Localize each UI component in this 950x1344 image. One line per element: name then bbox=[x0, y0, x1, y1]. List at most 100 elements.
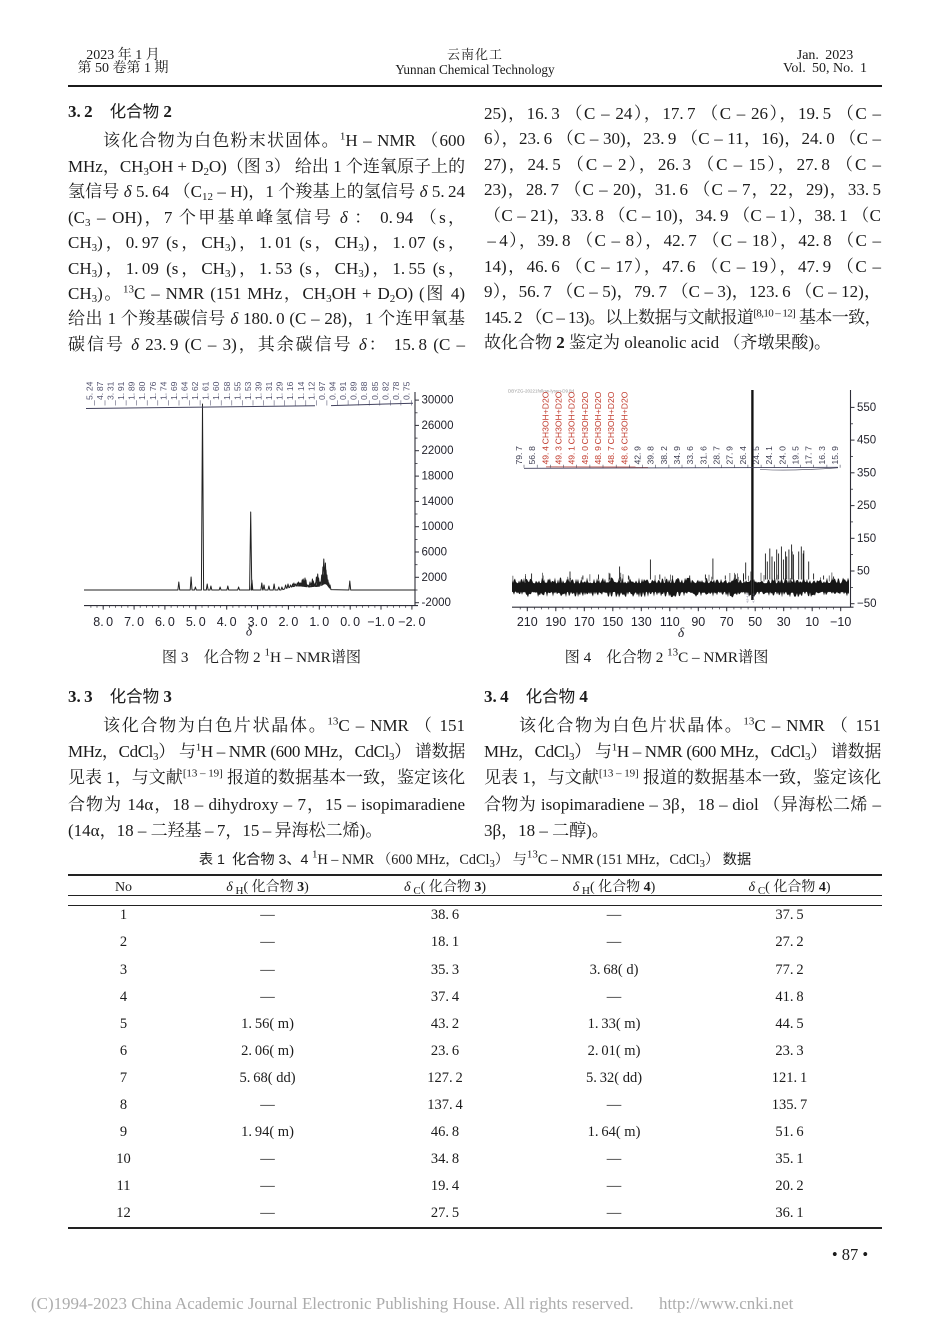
svg-text:0. 89: 0. 89 bbox=[349, 381, 359, 400]
svg-text:1. 62: 1. 62 bbox=[190, 381, 200, 400]
svg-text:70: 70 bbox=[720, 615, 734, 629]
svg-text:210: 210 bbox=[517, 615, 538, 629]
svg-text:1. 80: 1. 80 bbox=[137, 381, 147, 400]
svg-text:1. 91: 1. 91 bbox=[116, 381, 126, 400]
svg-text:19. 5: 19. 5 bbox=[791, 446, 801, 465]
svg-text:56. 8: 56. 8 bbox=[527, 446, 537, 465]
svg-text:δ: δ bbox=[678, 625, 685, 640]
svg-text:48. 7 CH3OH+D2O: 48. 7 CH3OH+D2O bbox=[606, 391, 616, 464]
svg-text:3. 0: 3. 0 bbox=[248, 615, 268, 629]
svg-text:15. 9: 15. 9 bbox=[830, 446, 840, 465]
svg-text:17. 7: 17. 7 bbox=[804, 446, 814, 465]
svg-text:5. 0: 5. 0 bbox=[186, 615, 206, 629]
svg-text:24. 0: 24. 0 bbox=[777, 446, 787, 465]
svg-text:79. 7: 79. 7 bbox=[514, 446, 524, 465]
svg-text:−10: −10 bbox=[830, 615, 851, 629]
svg-text:1. 29: 1. 29 bbox=[275, 381, 285, 400]
svg-text:16. 3: 16. 3 bbox=[817, 446, 827, 465]
svg-text:1. 89: 1. 89 bbox=[127, 381, 137, 400]
svg-text:450: 450 bbox=[857, 435, 876, 447]
svg-text:26. 4: 26. 4 bbox=[738, 446, 748, 465]
svg-text:1. 60: 1. 60 bbox=[211, 381, 221, 400]
svg-text:1. 76: 1. 76 bbox=[148, 381, 158, 400]
svg-text:24. 1: 24. 1 bbox=[764, 446, 774, 465]
svg-text:250: 250 bbox=[857, 500, 876, 512]
svg-text:190: 190 bbox=[545, 615, 566, 629]
svg-text:34. 9: 34. 9 bbox=[672, 446, 682, 465]
svg-text:150: 150 bbox=[857, 533, 876, 545]
svg-text:0. 88: 0. 88 bbox=[359, 381, 369, 400]
svg-text:6. 0: 6. 0 bbox=[155, 615, 175, 629]
svg-text:1. 12: 1. 12 bbox=[306, 381, 316, 400]
svg-text:δ: δ bbox=[246, 624, 253, 639]
svg-text:130: 130 bbox=[631, 615, 652, 629]
svg-text:2000: 2000 bbox=[422, 572, 448, 584]
svg-text:5. 24: 5. 24 bbox=[84, 381, 94, 400]
svg-text:27. 9: 27. 9 bbox=[725, 446, 735, 465]
svg-text:1. 53: 1. 53 bbox=[243, 381, 253, 400]
svg-text:-2000: -2000 bbox=[422, 597, 451, 609]
svg-text:4.9 4.8: 4.9 4.8 bbox=[745, 593, 749, 603]
svg-text:50: 50 bbox=[857, 566, 870, 578]
svg-text:1. 64: 1. 64 bbox=[180, 381, 190, 400]
svg-text:1. 69: 1. 69 bbox=[169, 381, 179, 400]
svg-text:1. 74: 1. 74 bbox=[158, 381, 168, 400]
svg-text:4. 87: 4. 87 bbox=[95, 381, 105, 400]
svg-text:1. 39: 1. 39 bbox=[254, 381, 264, 400]
svg-text:28. 7: 28. 7 bbox=[712, 446, 722, 465]
svg-text:350: 350 bbox=[857, 467, 876, 479]
svg-text:0. 91: 0. 91 bbox=[338, 381, 348, 400]
svg-text:1. 55: 1. 55 bbox=[232, 381, 242, 400]
svg-text:1. 16: 1. 16 bbox=[285, 381, 295, 400]
svg-text:90: 90 bbox=[691, 615, 705, 629]
svg-text:8. 0: 8. 0 bbox=[93, 615, 113, 629]
svg-text:39. 8: 39. 8 bbox=[646, 446, 656, 465]
svg-text:0. 85: 0. 85 bbox=[370, 381, 380, 400]
svg-text:550: 550 bbox=[857, 402, 876, 414]
svg-text:38. 2: 38. 2 bbox=[659, 446, 669, 465]
svg-text:0. 82: 0. 82 bbox=[380, 381, 390, 400]
svg-text:4. 0: 4. 0 bbox=[217, 615, 237, 629]
svg-text:2. 0: 2. 0 bbox=[278, 615, 298, 629]
svg-text:14000: 14000 bbox=[422, 496, 454, 508]
svg-text:6000: 6000 bbox=[422, 547, 448, 559]
svg-text:22000: 22000 bbox=[422, 445, 454, 457]
svg-text:3. 31: 3. 31 bbox=[106, 381, 116, 400]
svg-text:48. 6 CH3OH+D2O: 48. 6 CH3OH+D2O bbox=[619, 391, 629, 464]
svg-text:−50: −50 bbox=[857, 598, 877, 610]
svg-text:1. 58: 1. 58 bbox=[222, 381, 232, 400]
svg-text:−2. 0: −2. 0 bbox=[398, 615, 425, 629]
svg-text:18000: 18000 bbox=[422, 471, 454, 483]
svg-text:0. 97: 0. 97 bbox=[317, 381, 327, 400]
svg-text:DBYZG-20221follow-lysyq-D9.fid: DBYZG-20221follow-lysyq-D9.fid bbox=[508, 389, 575, 394]
svg-text:42. 9: 42. 9 bbox=[633, 446, 643, 465]
svg-text:10000: 10000 bbox=[422, 521, 454, 533]
svg-text:110: 110 bbox=[660, 615, 680, 629]
svg-text:0. 75: 0. 75 bbox=[402, 381, 412, 400]
svg-text:170: 170 bbox=[574, 615, 595, 629]
svg-text:30000: 30000 bbox=[422, 395, 454, 407]
svg-text:49. 3 CH3OH+D2O: 49. 3 CH3OH+D2O bbox=[554, 391, 564, 464]
svg-text:0. 78: 0. 78 bbox=[391, 381, 401, 400]
svg-text:4.7 4.6: 4.7 4.6 bbox=[751, 593, 755, 603]
svg-text:49. 4 CH3OH+D2O: 49. 4 CH3OH+D2O bbox=[540, 391, 550, 464]
svg-text:150: 150 bbox=[602, 615, 623, 629]
svg-text:31. 6: 31. 6 bbox=[698, 446, 708, 465]
svg-text:48. 9 CH3OH+D2O: 48. 9 CH3OH+D2O bbox=[593, 391, 603, 464]
svg-text:1. 61: 1. 61 bbox=[201, 381, 211, 400]
svg-text:26000: 26000 bbox=[422, 420, 454, 432]
svg-text:50: 50 bbox=[748, 615, 762, 629]
svg-text:0. 94: 0. 94 bbox=[328, 381, 338, 400]
svg-text:10: 10 bbox=[805, 615, 819, 629]
svg-text:49. 1 CH3OH+D2O: 49. 1 CH3OH+D2O bbox=[567, 391, 577, 464]
svg-text:1. 14: 1. 14 bbox=[296, 381, 306, 400]
svg-text:1. 31: 1. 31 bbox=[264, 381, 274, 400]
svg-text:33. 6: 33. 6 bbox=[685, 446, 695, 465]
svg-text:7. 0: 7. 0 bbox=[124, 615, 144, 629]
svg-text:49. 0 CH3OH+D2O: 49. 0 CH3OH+D2O bbox=[580, 391, 590, 464]
svg-text:1. 0: 1. 0 bbox=[309, 615, 329, 629]
svg-text:30: 30 bbox=[777, 615, 791, 629]
svg-text:−1. 0: −1. 0 bbox=[367, 615, 394, 629]
svg-text:0. 0: 0. 0 bbox=[340, 615, 360, 629]
svg-text:24. 5: 24. 5 bbox=[751, 446, 761, 465]
